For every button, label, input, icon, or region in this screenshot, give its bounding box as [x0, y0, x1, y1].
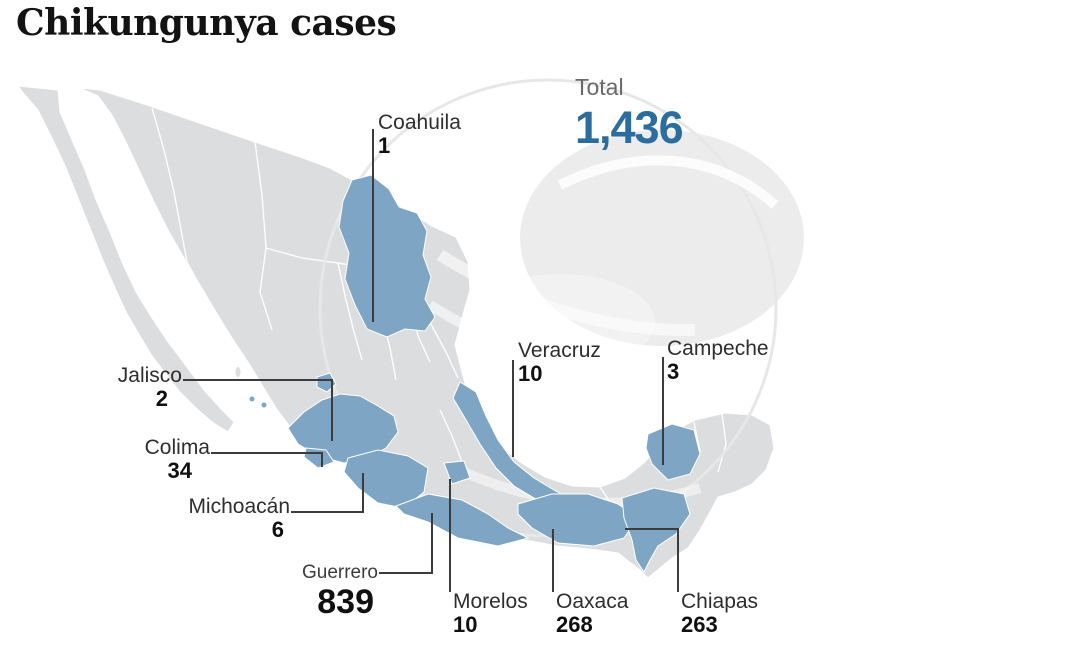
state-name: Morelos: [453, 590, 528, 613]
state-label-morelos: Morelos 10: [453, 590, 528, 637]
state-value: 268: [556, 612, 593, 637]
state-value: 34: [167, 458, 192, 483]
state-value: 10: [518, 361, 543, 386]
total-block: Total 1,436: [575, 74, 684, 154]
islands-marias: [261, 402, 267, 408]
leader-michoacan: [291, 473, 364, 513]
state-name: Coahuila: [378, 111, 461, 134]
state-shape-coahuila: [338, 174, 436, 338]
state-label-campeche: Campeche 3: [667, 337, 769, 384]
state-name: Campeche: [667, 337, 769, 360]
state-label-guerrero: Guerrero 839: [238, 560, 378, 620]
leader-lines: [183, 129, 679, 592]
state-label-colima: Colima 34: [40, 436, 210, 483]
state-label-chiapas: Chiapas 263: [681, 590, 758, 637]
state-name: Jalisco: [117, 364, 182, 387]
state-value: 10: [453, 612, 478, 637]
state-label-jalisco: Jalisco 2: [40, 364, 182, 411]
state-value: 3: [667, 359, 680, 384]
total-value: 1,436: [575, 102, 684, 153]
state-value: 1: [378, 133, 391, 158]
page-title: Chikungunya cases: [16, 2, 397, 44]
state-name: Guerrero: [301, 562, 378, 583]
total-label: Total: [575, 74, 624, 100]
state-label-coahuila: Coahuila 1: [378, 111, 461, 158]
leader-chiapas: [625, 528, 679, 592]
state-name: Veracruz: [518, 339, 601, 362]
island: [235, 367, 241, 377]
state-name: Colima: [144, 436, 210, 459]
leader-jalisco: [183, 379, 333, 441]
mainland-shape: [62, 85, 775, 579]
state-label-michoacan: Michoacán 6: [40, 495, 290, 542]
map-land: [16, 85, 775, 579]
state-value: 6: [271, 517, 284, 542]
state-name: Oaxaca: [556, 590, 629, 613]
state-label-oaxaca: Oaxaca 268: [556, 590, 628, 637]
islands-marias: [249, 396, 255, 402]
state-shape-oaxaca: [517, 493, 639, 547]
state-value: 263: [681, 612, 718, 637]
state-shape-campeche: [645, 423, 701, 481]
leader-guerrero: [379, 513, 433, 574]
state-value: 839: [317, 583, 374, 621]
state-name: Michoacán: [188, 495, 290, 518]
baja-peninsula-shape: [16, 85, 235, 433]
island: [143, 312, 149, 324]
state-label-veracruz: Veracruz 10: [518, 339, 601, 386]
state-shape-morelos: [443, 460, 471, 485]
leader-colima: [211, 452, 323, 467]
state-value: 2: [155, 386, 168, 411]
state-name: Chiapas: [681, 590, 759, 613]
